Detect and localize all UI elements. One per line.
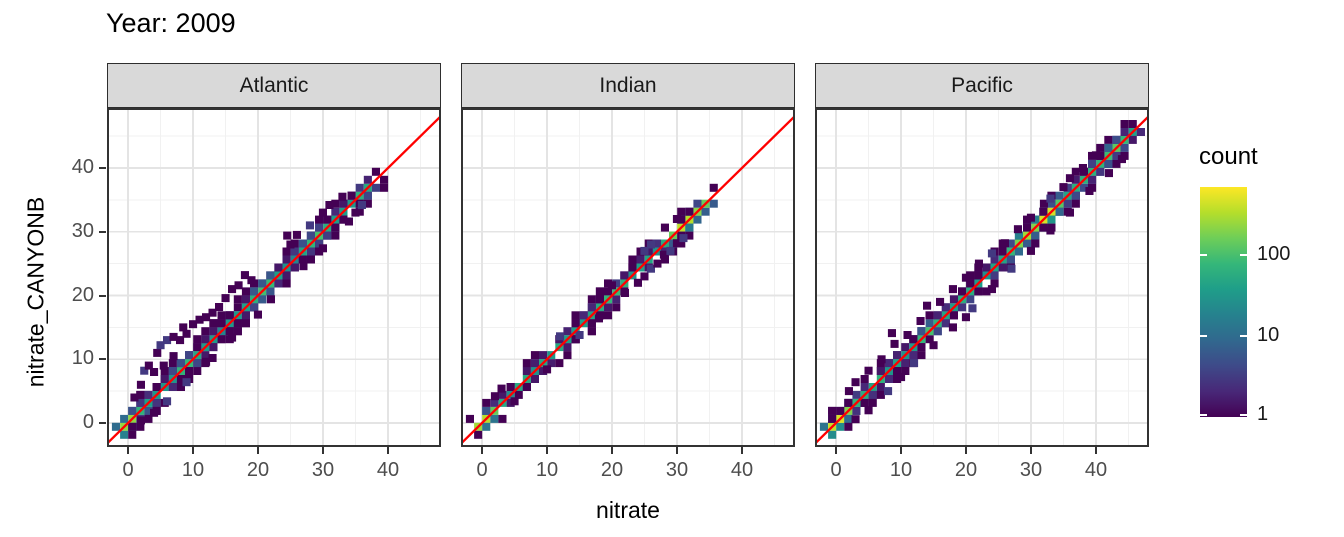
- facet-strip-label: Indian: [599, 73, 657, 97]
- x-axis-tick: [741, 447, 743, 454]
- y-tick-label: 0: [82, 411, 94, 433]
- x-tick-label: 30: [665, 459, 689, 481]
- y-axis-tick: [99, 294, 106, 297]
- panel-canvas-indian: [461, 108, 795, 447]
- panel-canvas-atlantic: [107, 108, 441, 447]
- x-axis-tick: [192, 447, 194, 454]
- x-tick-label: 30: [311, 459, 335, 481]
- legend-tick-dash: [1240, 254, 1247, 257]
- x-axis-tick: [257, 447, 259, 454]
- x-axis-tick: [546, 447, 548, 454]
- legend-tick-label: 100: [1257, 243, 1291, 266]
- x-axis-tick: [835, 447, 837, 454]
- x-tick-label: 10: [535, 459, 559, 481]
- x-axis-tick: [676, 447, 678, 454]
- x-axis-tick: [900, 447, 902, 454]
- x-axis-tick: [127, 447, 129, 454]
- x-tick-label: 40: [1084, 459, 1108, 481]
- legend-tick-dash: [1200, 254, 1207, 257]
- facet-strip: Pacific: [815, 63, 1149, 108]
- legend-tick-label: 10: [1257, 324, 1280, 347]
- x-tick-label: 20: [954, 459, 978, 481]
- page-title: Year: 2009: [106, 8, 236, 38]
- x-axis-tick: [1095, 447, 1097, 454]
- legend-tick-dash: [1200, 414, 1207, 416]
- y-axis-tick: [99, 358, 106, 361]
- x-axis-tick: [322, 447, 324, 454]
- x-axis-title: nitrate: [596, 497, 660, 523]
- legend-tick-dash: [1200, 335, 1207, 338]
- x-tick-label: 20: [600, 459, 624, 481]
- facet-strip-label: Pacific: [951, 73, 1013, 97]
- x-axis-tick: [387, 447, 389, 454]
- y-tick-label: 40: [71, 156, 94, 178]
- facet-strip: Indian: [461, 63, 795, 108]
- x-tick-label: 0: [122, 459, 134, 481]
- x-axis-tick: [611, 447, 613, 454]
- x-tick-label: 0: [830, 459, 842, 481]
- legend-title: count: [1199, 143, 1258, 170]
- y-tick-label: 20: [71, 283, 94, 306]
- x-axis-tick: [1030, 447, 1032, 454]
- x-axis-tick: [965, 447, 967, 454]
- y-tick-label: 10: [71, 347, 94, 370]
- x-tick-label: 30: [1019, 459, 1043, 481]
- y-tick-label: 30: [71, 219, 94, 242]
- x-tick-label: 40: [376, 459, 400, 481]
- legend-tick-label: 1: [1257, 403, 1269, 425]
- y-axis-tick: [99, 422, 106, 424]
- y-axis-tick: [99, 230, 106, 233]
- x-axis-tick: [481, 447, 483, 454]
- legend-colorbar: [1200, 187, 1247, 417]
- y-axis-tick: [99, 167, 106, 169]
- x-tick-label: 10: [181, 459, 205, 481]
- x-tick-label: 10: [889, 459, 913, 481]
- legend-tick-dash: [1240, 335, 1247, 338]
- panel-canvas-pacific: [815, 108, 1149, 447]
- facet-strip-label: Atlantic: [239, 73, 309, 97]
- x-tick-label: 40: [730, 459, 754, 481]
- facet-strip: Atlantic: [107, 63, 441, 108]
- legend-tick-dash: [1240, 414, 1247, 416]
- x-tick-label: 20: [246, 459, 270, 481]
- x-tick-label: 0: [476, 459, 488, 481]
- y-axis-title: nitrate_CANYONB: [22, 196, 49, 388]
